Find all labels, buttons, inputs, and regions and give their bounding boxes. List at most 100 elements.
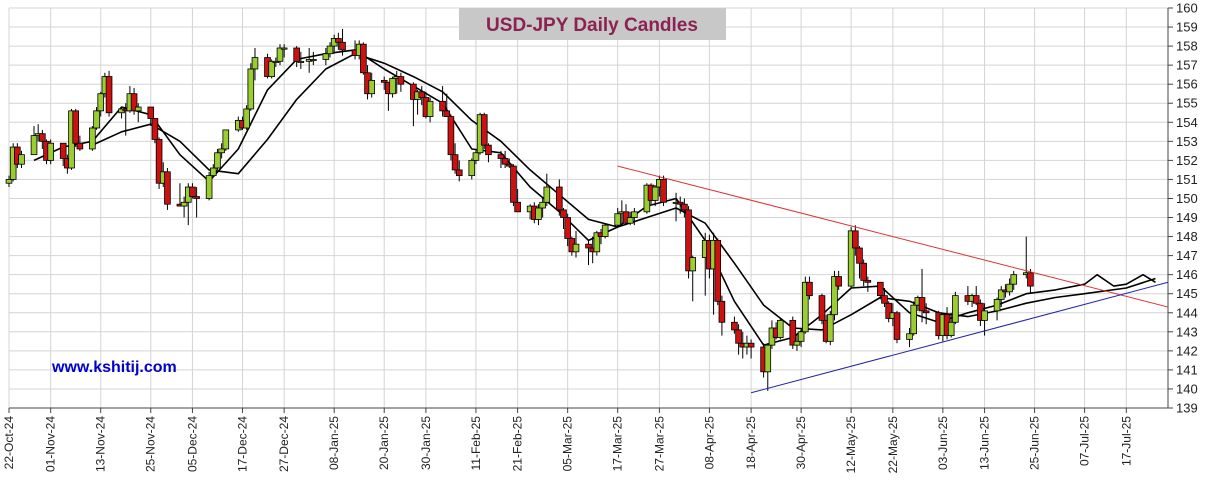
candle	[993, 297, 1001, 321]
watermark-text: www.kshitij.com	[51, 359, 177, 376]
candle-body	[585, 243, 592, 249]
candle-body	[310, 59, 317, 62]
candle	[660, 175, 667, 207]
candle-body	[418, 91, 426, 98]
y-tick-label: 145	[1176, 286, 1198, 301]
candle-body	[251, 57, 259, 70]
candle-body	[735, 329, 742, 344]
candle	[335, 32, 342, 50]
candle	[676, 196, 684, 214]
candle-body	[818, 295, 826, 321]
candle-body	[631, 211, 638, 218]
candle	[593, 230, 601, 256]
candle	[205, 171, 213, 201]
candle-body	[209, 167, 217, 177]
candle	[418, 86, 426, 106]
candle-body	[105, 76, 113, 114]
candle	[247, 63, 255, 111]
candle-body	[614, 213, 621, 226]
candle	[835, 270, 842, 290]
candle-body	[806, 281, 813, 297]
x-tick-label: 05-Dec-24	[185, 416, 199, 472]
candle-body	[339, 41, 346, 51]
candle-body	[789, 319, 797, 346]
candle	[468, 158, 476, 180]
candle	[451, 143, 459, 174]
candle-body	[505, 163, 513, 167]
candle-body	[247, 68, 255, 110]
y-tick-label: 147	[1176, 248, 1198, 263]
candle-body	[881, 295, 888, 304]
x-tick-label: 30-Apr-25	[794, 416, 808, 470]
x-tick-label: 20-Jan-25	[377, 416, 391, 470]
candle-body	[564, 217, 571, 239]
candle-body	[993, 299, 1001, 312]
candle-body	[797, 331, 805, 342]
candle-body	[218, 148, 225, 154]
candle	[1027, 268, 1034, 294]
candle-body	[455, 169, 463, 177]
candle-body	[276, 47, 284, 62]
candle-body	[72, 110, 80, 144]
candle-body	[714, 239, 722, 302]
y-tick-label: 150	[1176, 191, 1198, 206]
y-tick-label: 158	[1176, 39, 1198, 54]
candle	[801, 276, 809, 334]
y-tick-label: 148	[1176, 229, 1198, 244]
candle-body	[651, 186, 659, 201]
candle-body	[689, 257, 697, 272]
candle	[439, 86, 446, 117]
x-tick-label: 22-Oct-24	[2, 416, 16, 470]
candle-body	[480, 114, 488, 146]
candle	[852, 225, 859, 256]
candle	[556, 179, 563, 216]
resistance-trendline	[617, 165, 1169, 308]
candle	[806, 276, 813, 300]
x-tick-label: 17-Jul-25	[1119, 416, 1133, 466]
candle-body	[972, 295, 980, 304]
candle-body	[76, 142, 84, 150]
candle	[881, 288, 888, 308]
candle	[714, 238, 722, 306]
candle-body	[831, 276, 838, 316]
candle-body	[205, 175, 213, 199]
candle-body	[97, 93, 105, 112]
candle	[747, 339, 755, 359]
candle	[731, 316, 738, 334]
candle-body	[793, 340, 801, 346]
candle-body	[326, 45, 334, 55]
candle-body	[389, 78, 396, 95]
x-tick-label: 13-Nov-24	[94, 416, 108, 472]
y-tick-label: 159	[1176, 20, 1198, 35]
candle	[297, 51, 305, 69]
candle-body	[439, 100, 446, 112]
candle	[189, 183, 196, 199]
candle	[360, 42, 367, 75]
y-tick-label: 149	[1176, 210, 1198, 225]
candle-body	[543, 186, 551, 203]
candle	[764, 343, 772, 391]
candle	[818, 293, 826, 325]
candle-body	[801, 281, 809, 333]
candle	[564, 213, 571, 247]
candle	[272, 57, 280, 68]
candle	[681, 198, 688, 218]
candle	[151, 118, 159, 144]
candle-body	[193, 196, 200, 199]
candle-body	[731, 321, 738, 331]
axis-layer: 139 140 141 142 143 144 145 146 147 148 149 150 151 1…	[2, 1, 1198, 474]
y-tick-label: 144	[1176, 305, 1198, 320]
candle-body	[164, 171, 171, 205]
x-tick-label: 30-Jan-25	[419, 416, 433, 470]
candle	[293, 46, 300, 68]
y-tick-label: 143	[1176, 324, 1198, 339]
candle-body	[5, 179, 13, 184]
x-tick-label: 11-Feb-25	[469, 416, 483, 471]
candle	[997, 286, 1005, 308]
candle-body	[18, 154, 25, 165]
candle	[631, 208, 638, 226]
candle-body	[501, 158, 509, 165]
candle-body	[660, 179, 667, 203]
candle-body	[335, 38, 342, 43]
